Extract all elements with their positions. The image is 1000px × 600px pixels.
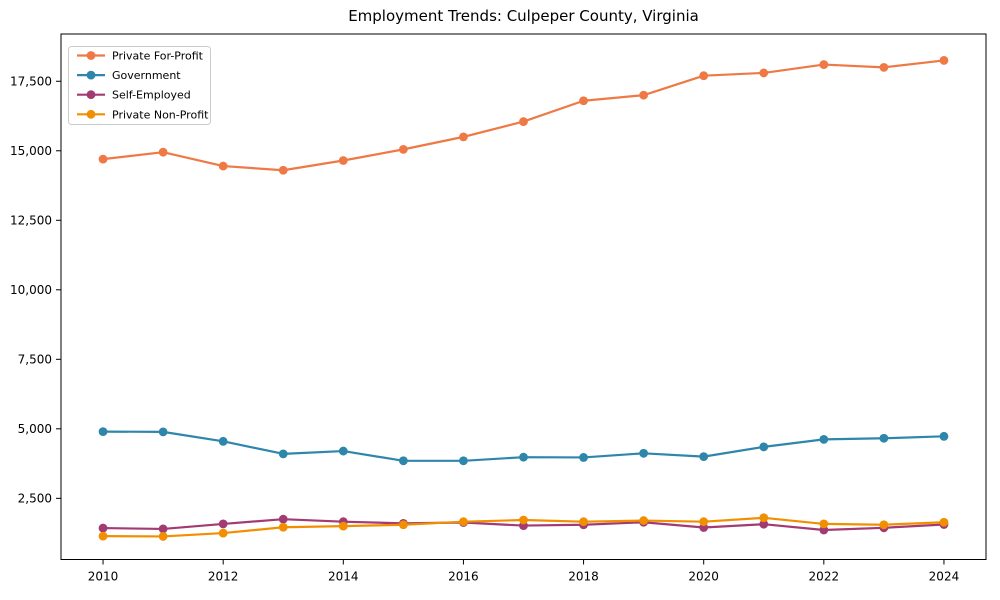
legend-label: Private Non-Profit [112,108,209,121]
y-tick-label: 7,500 [18,352,52,366]
data-point-private-for-profit-2014 [338,156,348,165]
data-point-private-non-profit-2011 [158,532,168,541]
legend-item-self-employed: Self-Employed [77,89,191,102]
data-point-private-non-profit-2022 [819,519,829,529]
data-point-government-2014 [338,446,348,456]
data-point-private-for-profit-2022 [819,60,829,69]
data-point-government-2012 [218,436,228,446]
y-tick-label: 2,500 [18,491,52,505]
data-point-government-2018 [579,453,588,462]
data-point-private-for-profit-2023 [879,62,889,72]
data-point-self-employed-2013 [278,514,288,524]
data-point-private-non-profit-2024 [939,517,949,527]
x-tick-label: 2018 [568,570,599,584]
legend-box [68,46,211,125]
x-tick-label: 2024 [929,570,960,584]
data-point-private-for-profit-2015 [398,144,408,154]
legend-label: Self-Employed [112,89,191,102]
x-tick-label: 2014 [328,570,359,584]
data-point-government-2023 [879,433,889,443]
legend: Private For-Profit Government Self-Employe… [68,46,211,125]
series-private-non-profit [98,513,949,541]
chart-title: Employment Trends: Culpeper County, Virg… [348,7,699,25]
data-point-government-2024 [939,431,949,441]
data-point-government-2017 [519,452,528,462]
legend-item-private-non-profit: Private Non-Profit [77,108,209,121]
data-point-government-2013 [278,449,288,459]
data-point-private-for-profit-2020 [699,71,709,81]
data-point-self-employed-2011 [158,524,168,534]
data-point-private-non-profit-2020 [699,517,709,527]
y-tick-label: 17,500 [10,74,52,88]
data-point-private-non-profit-2013 [278,522,288,532]
series-private-for-profit [98,56,949,175]
legend-marker-icon [86,70,96,80]
data-point-government-2010 [98,427,108,437]
legend-marker-icon [86,109,96,119]
data-point-private-non-profit-2019 [639,516,649,525]
legend-label: Private For-Profit [112,50,204,63]
series-government [98,427,949,466]
data-point-private-non-profit-2015 [398,520,408,530]
data-point-private-for-profit-2016 [459,132,468,142]
data-point-private-for-profit-2019 [639,90,649,100]
data-point-private-for-profit-2012 [218,161,228,171]
legend-item-government: Government [77,69,181,82]
x-tick-label: 2012 [208,570,239,584]
data-point-private-non-profit-2017 [519,515,528,525]
data-point-private-for-profit-2010 [98,154,108,164]
data-point-self-employed-2021 [759,519,769,529]
data-point-self-employed-2010 [98,523,108,533]
y-tick-label: 12,500 [10,213,52,227]
y-tick-label: 5,000 [18,422,52,436]
y-tick-label: 10,000 [10,283,52,297]
data-point-government-2016 [459,456,468,466]
data-point-private-for-profit-2018 [579,96,588,106]
data-point-government-2022 [819,434,829,444]
data-point-private-non-profit-2016 [459,517,468,527]
data-point-private-non-profit-2023 [879,520,889,530]
series-line-private-for-profit [101,59,946,172]
legend-item-private-for-profit: Private For-Profit [77,50,204,63]
x-tick-label: 2016 [448,570,479,584]
legend-marker-icon [86,51,96,60]
data-point-private-non-profit-2012 [218,528,228,538]
y-tick-label: 15,000 [10,144,52,158]
data-point-private-non-profit-2010 [98,531,108,541]
legend-label: Government [112,69,181,82]
data-point-private-for-profit-2021 [759,68,769,78]
data-point-self-employed-2022 [819,525,829,535]
data-point-private-for-profit-2011 [158,147,168,157]
data-point-private-non-profit-2018 [579,517,588,527]
data-point-government-2011 [158,427,168,437]
plot-border [60,33,987,560]
data-point-private-non-profit-2021 [759,513,769,523]
data-point-government-2020 [699,452,709,462]
legend-marker-icon [86,90,96,100]
x-tick-label: 2022 [809,570,840,584]
x-tick-label: 2020 [688,570,719,584]
data-point-private-for-profit-2017 [519,117,528,126]
data-point-private-for-profit-2013 [278,165,288,175]
data-point-self-employed-2012 [218,519,228,529]
data-point-government-2019 [639,448,649,458]
data-point-government-2015 [398,456,408,466]
x-tick-label: 2010 [88,570,119,584]
data-point-private-for-profit-2024 [939,56,949,65]
data-point-government-2021 [759,442,769,452]
data-point-private-non-profit-2014 [338,521,348,531]
